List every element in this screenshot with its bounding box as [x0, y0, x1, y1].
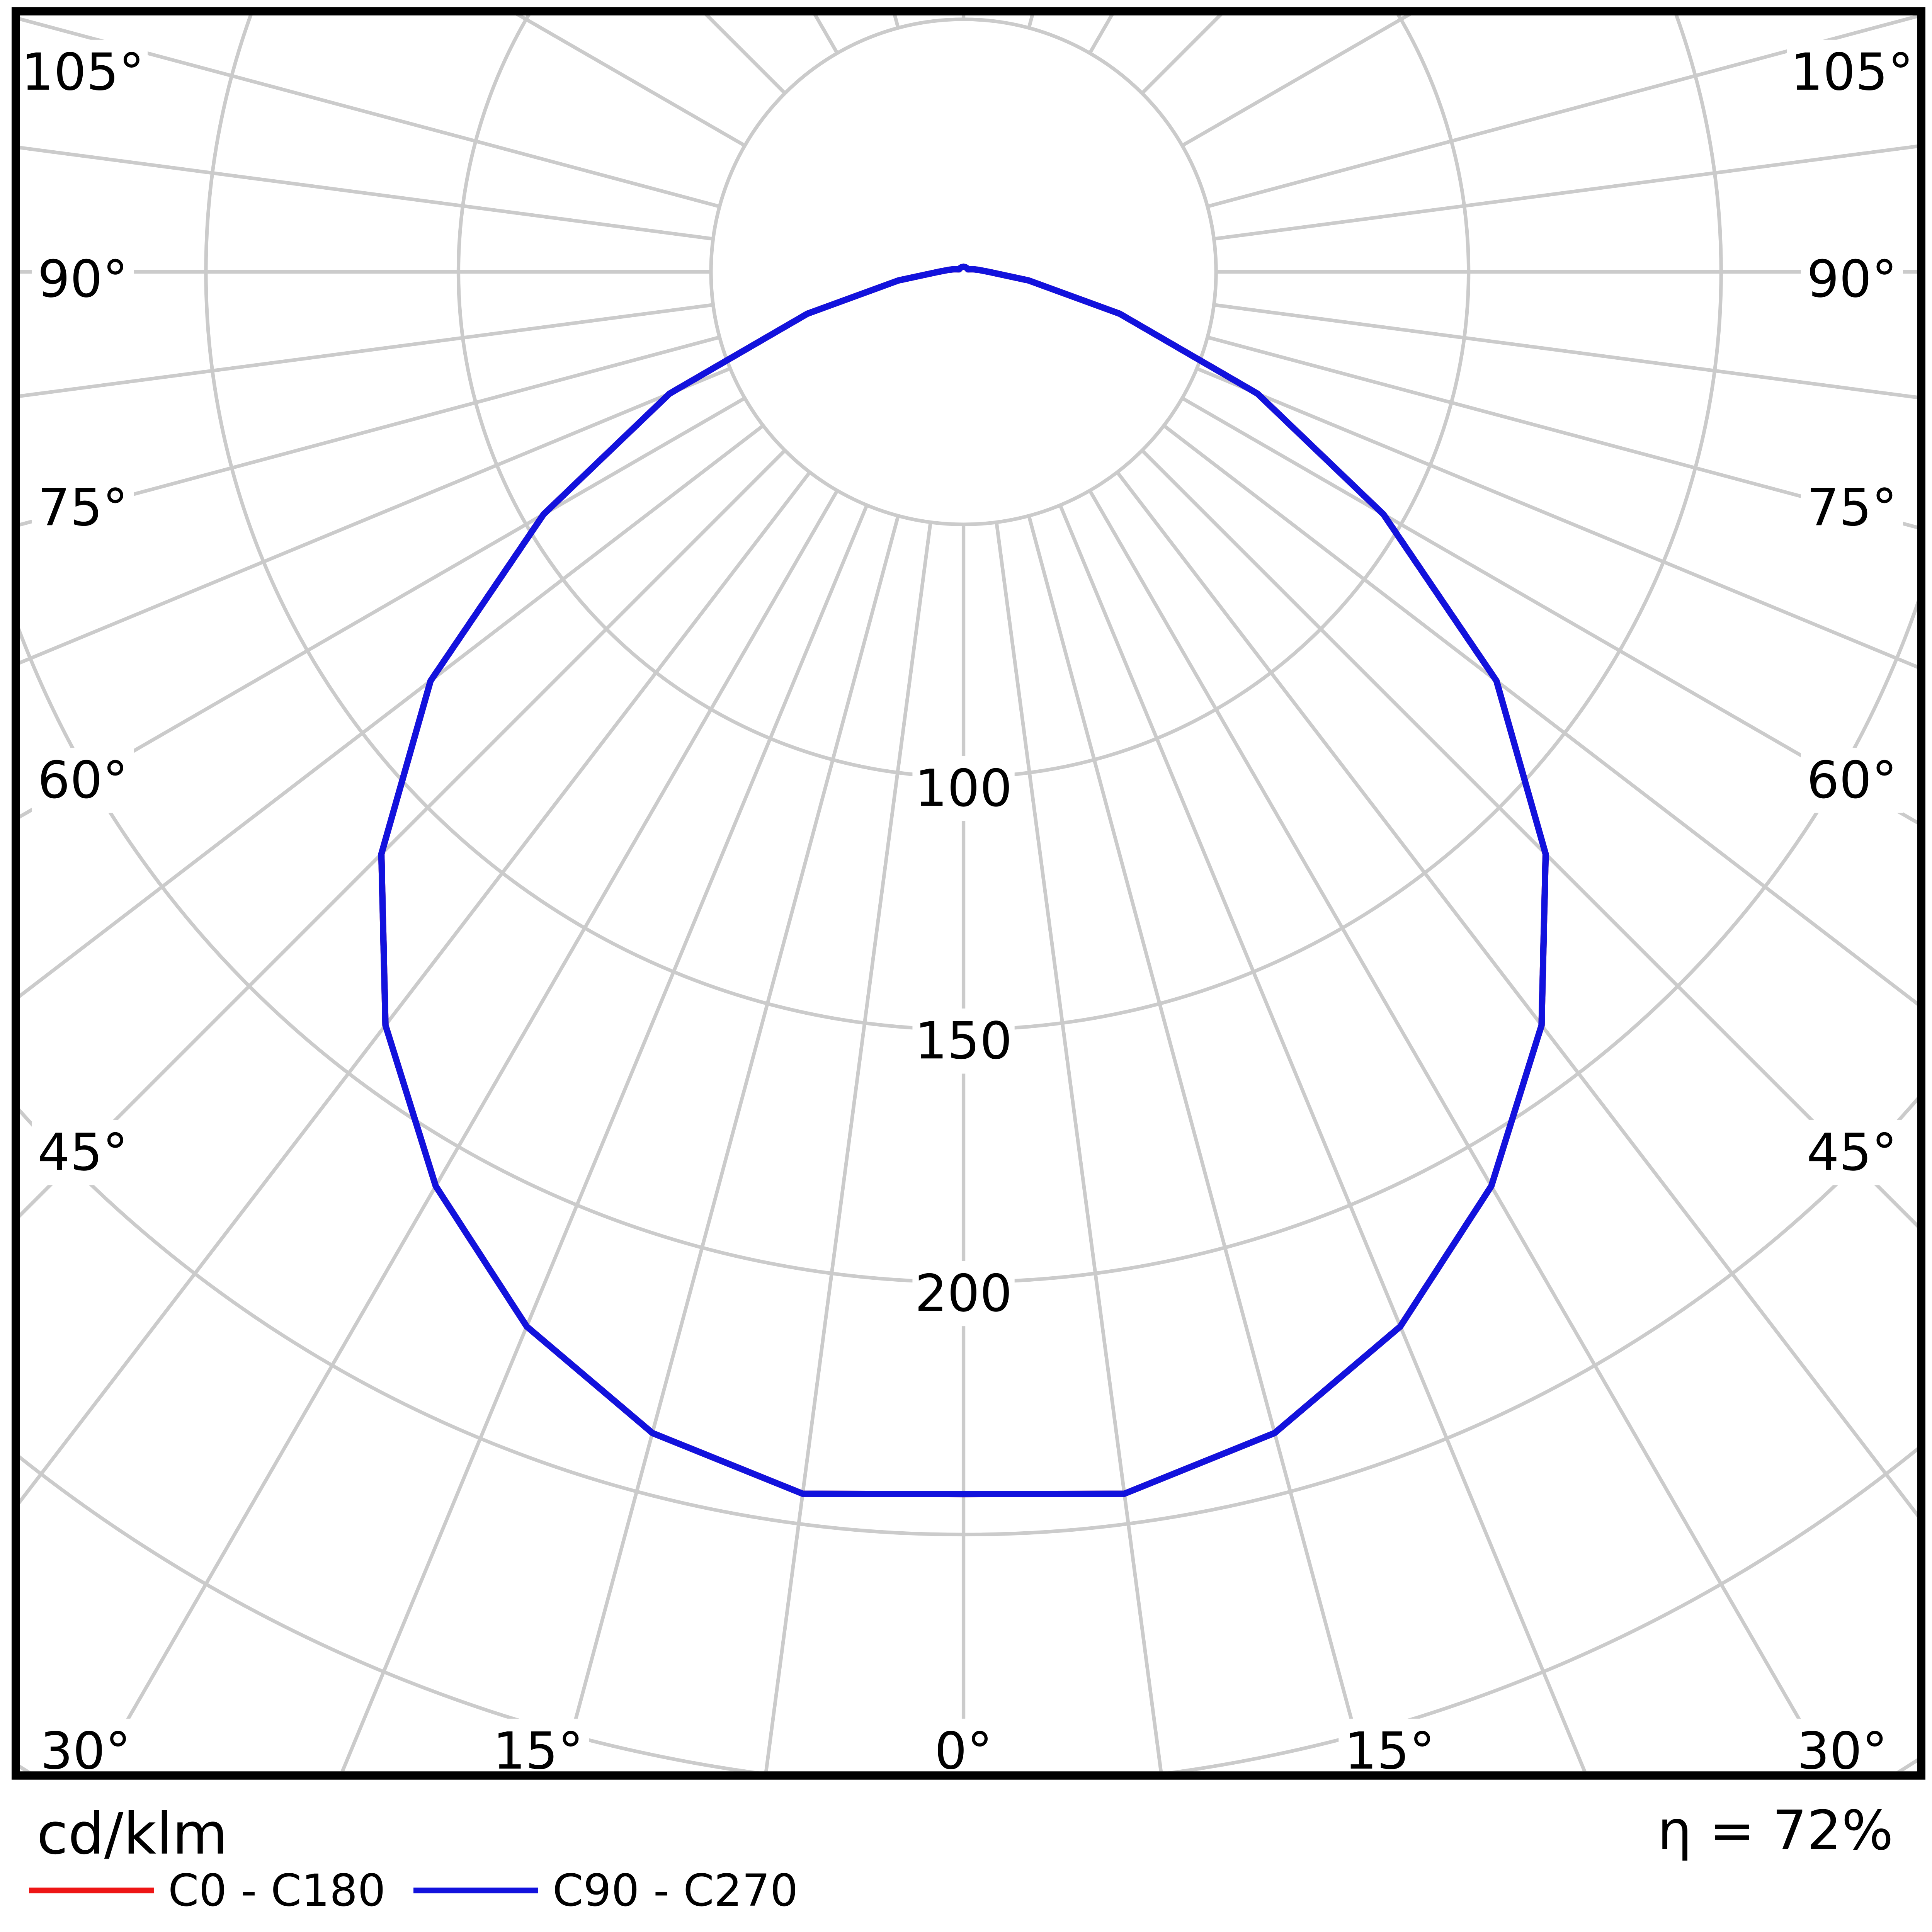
grid-ray-97.5 — [1213, 144, 1917, 241]
ring-label-150: 150 — [915, 1011, 1012, 1071]
light-output-ratio-label: η = 72% — [1657, 1799, 1893, 1862]
legend-item-c0-c180: C0 - C180 — [29, 1866, 386, 1916]
grid-ray-30 — [1088, 490, 1832, 1772]
ring-label-200-bg — [912, 1261, 1015, 1327]
angle-label-bottom-4: 30° — [1797, 1721, 1888, 1781]
angle-label-left-75-bg — [32, 475, 134, 541]
angle-label-left-90: 90° — [37, 250, 128, 309]
grid-ray--30 — [95, 490, 839, 1772]
grid-ray--67.5 — [20, 367, 731, 665]
legend-label-c90-c270: C90 - C270 — [553, 1864, 798, 1916]
angle-label-bottom-3: 15° — [1344, 1721, 1435, 1781]
grid-ray-45 — [1141, 449, 1917, 1228]
grid-ray--7.5 — [764, 522, 932, 1772]
angle-label-right-105-bg — [1787, 39, 1917, 105]
grid-ray-52.5 — [1163, 424, 1917, 1006]
angle-label-right-75-bg — [1801, 475, 1903, 541]
angle-label-right-90-bg — [1801, 247, 1903, 312]
angle-label-left-75: 75° — [37, 478, 128, 537]
grid-ring-50 — [709, 17, 1218, 526]
grid-ray-82.5 — [1213, 303, 1917, 400]
legend-swatch-c90-c270 — [413, 1888, 538, 1893]
grid-ray-7.5 — [995, 522, 1163, 1772]
grid-ring-200 — [20, 599, 1917, 1284]
legend-item-c90-c270: C90 - C270 — [413, 1866, 798, 1916]
angle-label-right-60-bg — [1801, 748, 1903, 813]
grid-ray--37.5 — [20, 471, 811, 1505]
grid-ray--22.5 — [340, 504, 869, 1772]
grid-ray--82.5 — [20, 303, 714, 398]
grid-ray-105 — [1207, 15, 1917, 208]
ring-label-150-bg — [912, 1009, 1015, 1074]
angle-label-bottom-2: 0° — [935, 1721, 993, 1781]
grid-ray--75 — [20, 335, 720, 527]
grid-ray-37.5 — [1116, 471, 1917, 1518]
legend-label-c0-c180: C0 - C180 — [168, 1864, 386, 1916]
angle-label-left-45: 45° — [37, 1123, 128, 1182]
plot-frame — [12, 7, 1925, 1780]
units-label: cd/klm — [37, 1800, 228, 1867]
angle-label-left-60: 60° — [37, 751, 128, 810]
grid-ray--52.5 — [20, 424, 764, 998]
grid-ray-15 — [1027, 515, 1367, 1772]
angle-label-right-45: 45° — [1807, 1123, 1897, 1182]
grid-ray-22.5 — [1058, 504, 1587, 1772]
grid-ray--45 — [20, 449, 786, 1218]
ring-label-100-bg — [912, 756, 1015, 821]
grid-ray-60 — [1181, 396, 1917, 825]
angle-label-left-105: 105° — [21, 43, 144, 102]
ring-label-200: 200 — [915, 1264, 1012, 1323]
angle-label-right-75: 75° — [1807, 478, 1897, 537]
angle-label-right-90: 90° — [1807, 250, 1897, 309]
angle-label-bottom-1: 15° — [493, 1721, 583, 1781]
angle-label-left-90-bg — [32, 247, 134, 312]
angle-label-left-60-bg — [32, 748, 134, 813]
angle-label-right-105: 105° — [1791, 43, 1913, 102]
curve-C90-C270 — [378, 264, 1549, 1498]
legend-swatch-c0-c180 — [29, 1888, 154, 1893]
grid-ray--15 — [560, 515, 900, 1772]
axis-labels: 100 150 200 105° 105° 90° 90° 75° 75° 60° 60° 45° 45… — [18, 39, 1917, 1784]
angle-label-bottom-0: 30° — [40, 1721, 131, 1781]
intensity-curves — [378, 264, 1549, 1498]
grid-ray--105 — [20, 17, 720, 208]
angle-label-right-60: 60° — [1807, 751, 1897, 810]
grid-ray--97.5 — [20, 146, 714, 241]
angle-label-right-45-bg — [1801, 1120, 1903, 1185]
angle-label-left-45-bg — [32, 1120, 134, 1185]
angle-label-left-105-bg — [18, 39, 148, 105]
ring-label-100: 100 — [915, 759, 1012, 818]
grid-ray--60 — [20, 396, 746, 819]
grid-ray-75 — [1207, 335, 1917, 529]
grid-ray-67.5 — [1196, 367, 1917, 669]
